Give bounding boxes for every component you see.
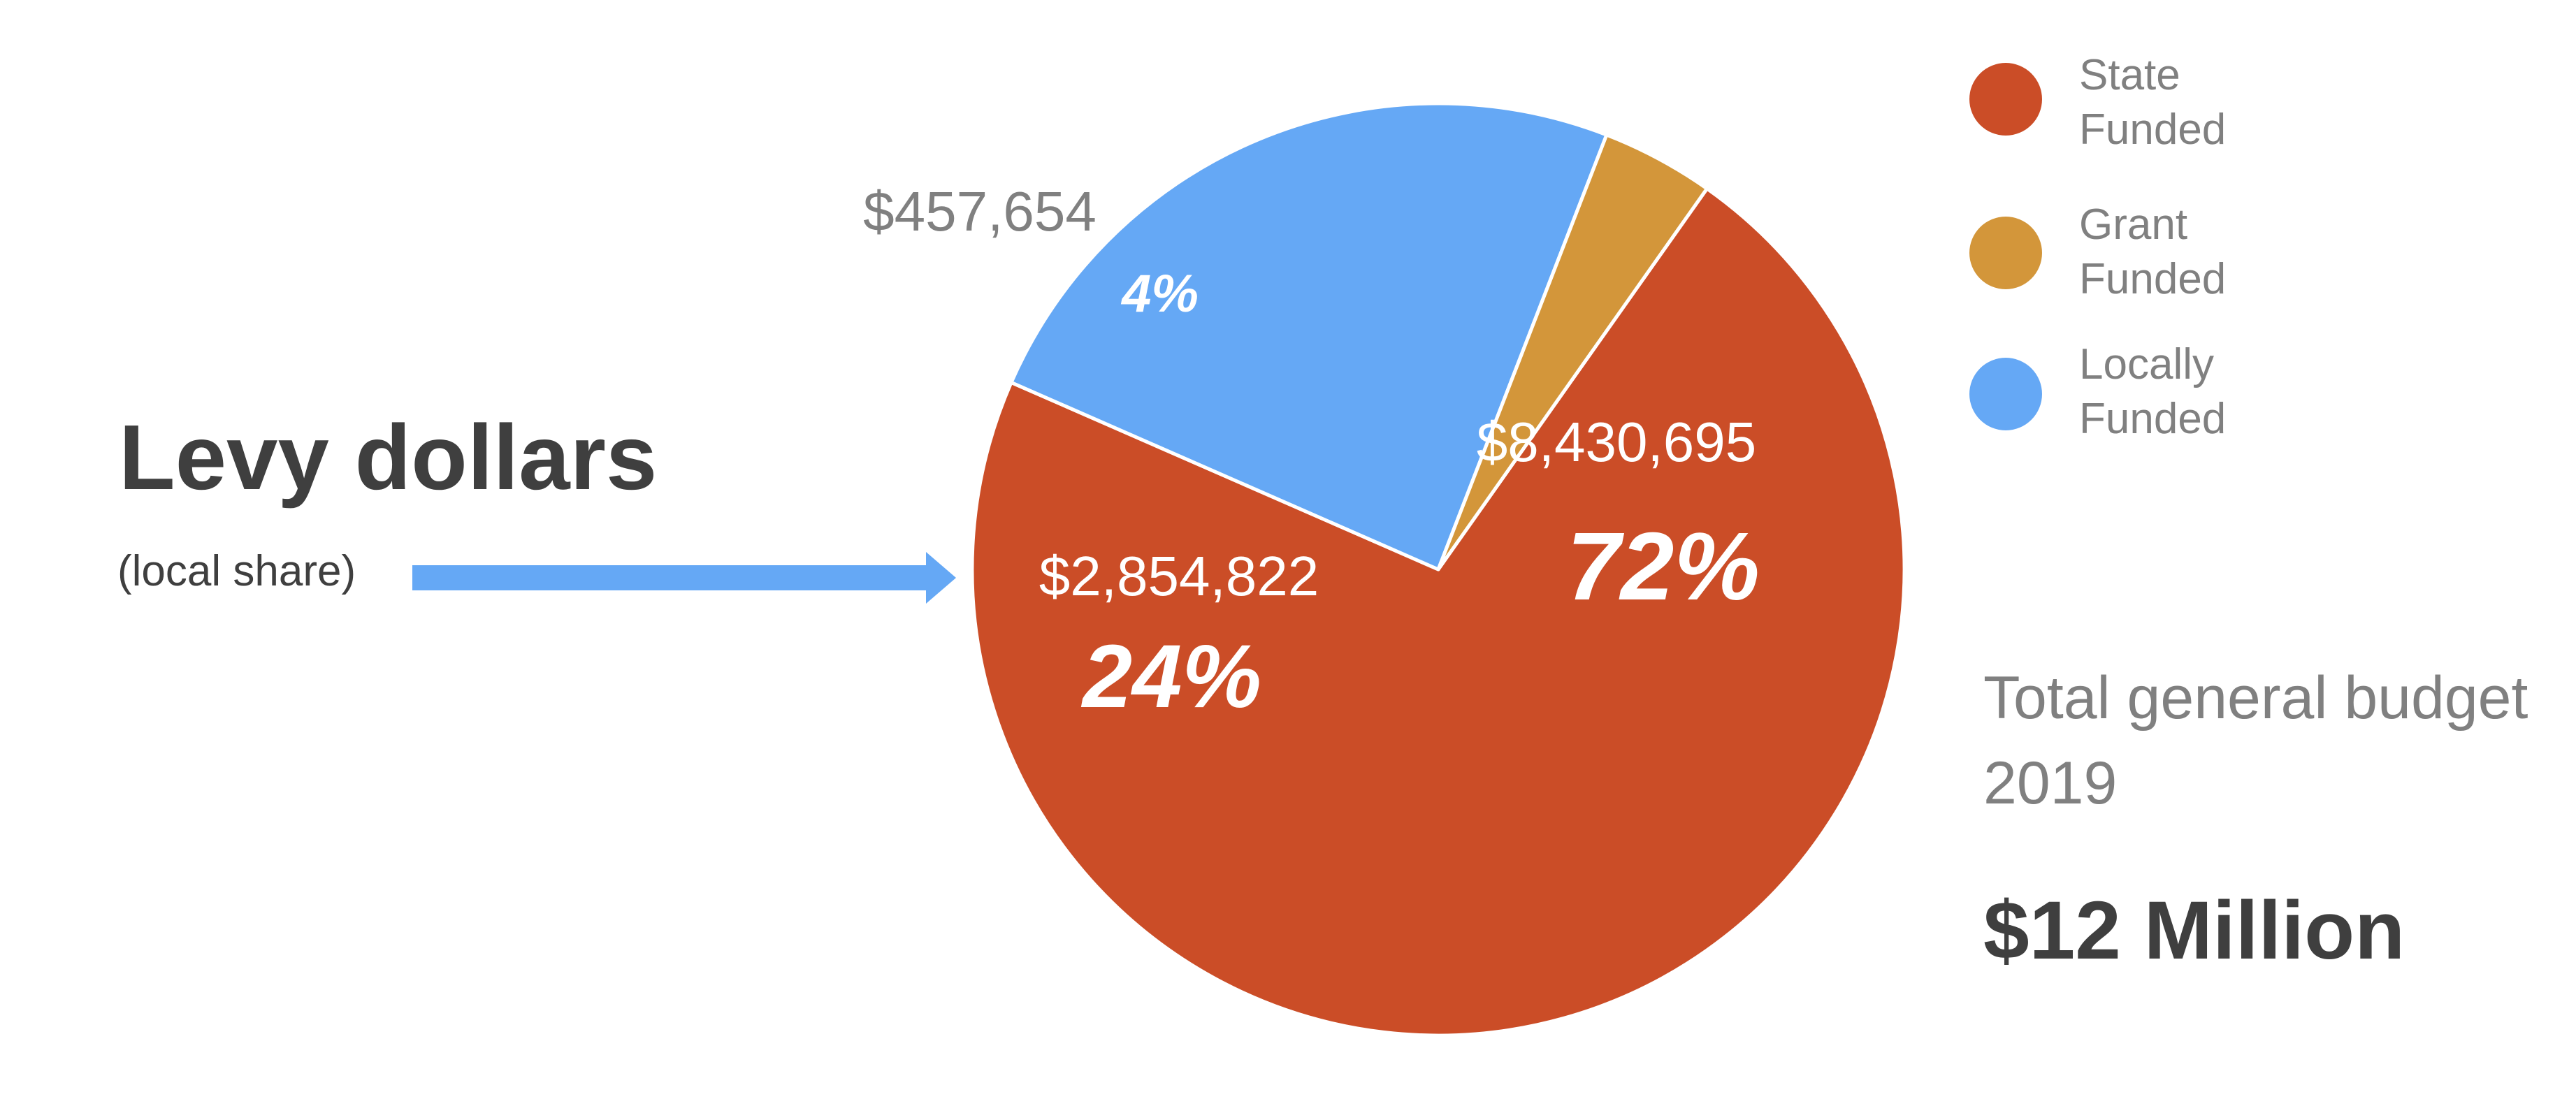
callout-arrow-shaft xyxy=(412,565,929,590)
callout-subtitle: (local share) xyxy=(117,547,356,595)
legend-label-local-line1: Locally xyxy=(2079,340,2214,388)
pie-slice-state xyxy=(970,187,1906,1038)
slice-value-label-state: $8,430,695 xyxy=(1477,411,1756,473)
slice-percent-label-state: 72% xyxy=(1567,513,1760,620)
legend-item-grant: Grant Funded xyxy=(1969,201,2226,303)
pie-slices xyxy=(970,101,1906,1038)
legend-label-grant-line1: Grant xyxy=(2079,201,2187,249)
legend-item-state: State Funded xyxy=(1969,51,2226,154)
callout-title: Levy dollars xyxy=(119,406,657,509)
slice-value-label-grant: $457,654 xyxy=(863,180,1097,242)
slice-percent-label-grant: 4% xyxy=(1120,264,1199,323)
summary-total: $12 Million xyxy=(1983,885,2405,977)
legend: State Funded Grant Funded Locally Funded xyxy=(1969,51,2226,443)
callout-arrow xyxy=(412,552,956,604)
legend-swatch-local xyxy=(1969,358,2042,430)
pie-slice-local xyxy=(1009,101,1609,572)
legend-label-local-line2: Funded xyxy=(2079,395,2226,443)
legend-label-grant-line2: Funded xyxy=(2079,255,2226,303)
legend-swatch-state xyxy=(1969,63,2042,136)
legend-swatch-grant xyxy=(1969,217,2042,289)
callout-arrow-head xyxy=(926,552,956,604)
summary-label-line2: 2019 xyxy=(1983,750,2117,817)
legend-label-state-line1: State xyxy=(2079,51,2180,99)
legend-label-state-line2: Funded xyxy=(2079,105,2226,154)
legend-item-local: Locally Funded xyxy=(1969,340,2226,443)
pie-slice-grant xyxy=(1436,133,1709,572)
slice-percent-label-local: 24% xyxy=(1081,627,1261,727)
slice-value-label-local: $2,854,822 xyxy=(1039,545,1319,607)
summary-label-line1: Total general budget xyxy=(1983,664,2528,732)
